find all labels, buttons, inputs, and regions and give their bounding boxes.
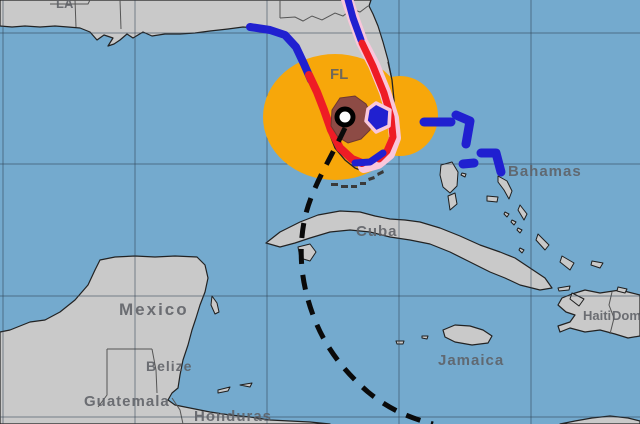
- label-fl: FL: [330, 66, 348, 83]
- tropical-storm-warning-bahamas: [419, 110, 506, 177]
- tortuga-island: [557, 285, 571, 292]
- land-yucatan-central-america: [0, 255, 331, 424]
- cozumel-island: [210, 295, 220, 315]
- label-honduras: Honduras: [194, 408, 272, 424]
- haiti-dr-border: [608, 291, 615, 335]
- label-guatemala: Guatemala: [84, 393, 170, 410]
- florida-keys: [331, 170, 384, 188]
- current-position-marker: [334, 106, 356, 128]
- country-borders: [97, 348, 184, 424]
- label-la: LA: [56, 0, 74, 11]
- bay-islands: [217, 382, 253, 394]
- hurricane-warning-west-coast: [305, 71, 366, 167]
- land-jamaica: [442, 324, 493, 346]
- label-cuba: Cuba: [356, 223, 398, 240]
- label-belize: Belize: [146, 358, 192, 374]
- map-labels: LA FL Mexico Belize Guatemala Honduras C…: [56, 0, 640, 424]
- tropical-storm-warning-south: [351, 149, 387, 167]
- land-cuba: [265, 210, 553, 291]
- label-haiti: Haiti: [583, 308, 611, 323]
- label-bahamas: Bahamas: [508, 163, 582, 180]
- tropical-storm-warning-northeast: [344, 0, 365, 44]
- label-dominican-republic: Dom: [612, 308, 640, 323]
- forecast-track-line: [298, 126, 434, 424]
- lake-okeechobee: [364, 101, 392, 134]
- tropical-storm-warning-bigbend: [246, 23, 315, 84]
- label-jamaica: Jamaica: [438, 352, 504, 369]
- label-mexico: Mexico: [119, 300, 189, 319]
